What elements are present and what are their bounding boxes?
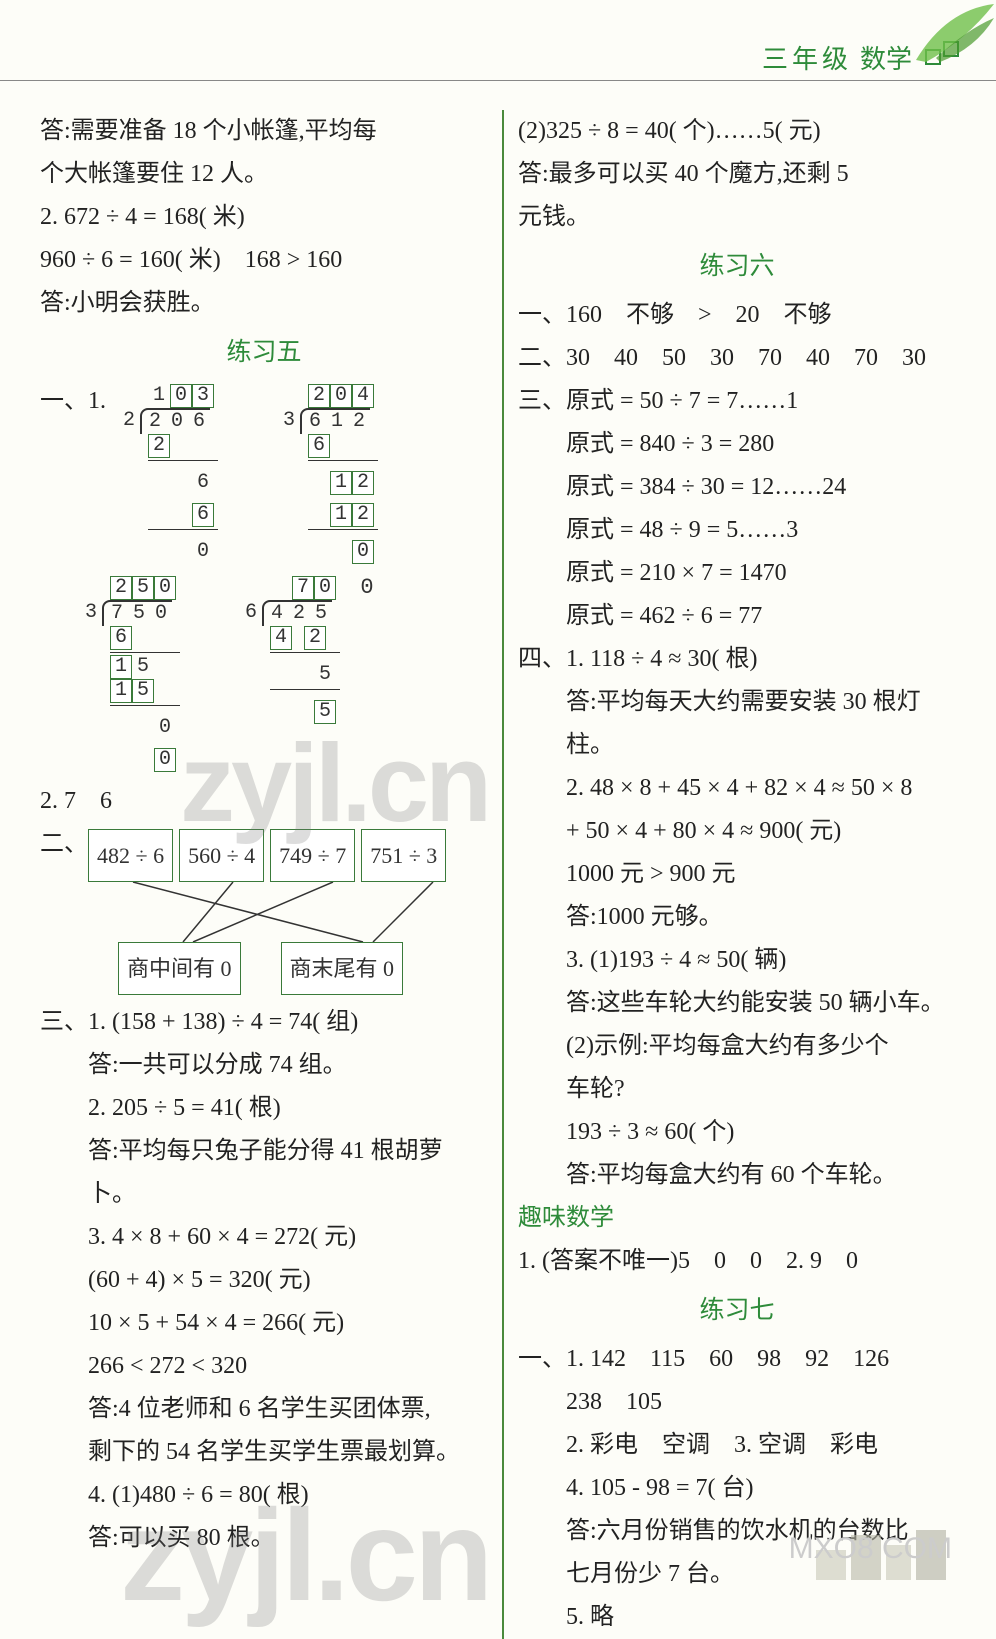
text-line: 答:平均每盒大约有 60 个车轮。 (518, 1154, 956, 1197)
text-line: 答:一共可以分成 74 组。 (40, 1044, 488, 1087)
text-line: 2. 彩电 空调 3. 空调 彩电 (518, 1424, 956, 1467)
ex5-q2: 2. 7 6 (40, 780, 488, 823)
text-line: 2. 672 ÷ 4 = 168( 米) (40, 196, 488, 239)
text-line: 1. (答案不唯一)5 0 0 2. 9 0 (518, 1240, 956, 1283)
text-line: (2)325 ÷ 8 = 40( 个)……5( 元) (518, 110, 956, 153)
text-line: 193 ÷ 3 ≈ 60( 个) (518, 1111, 956, 1154)
text-line: 元钱。 (518, 196, 956, 239)
text-line: (60 + 4) × 5 = 320( 元) (40, 1259, 488, 1302)
text-line: 266 < 272 < 320 (40, 1345, 488, 1388)
left-column: 答:需要准备 18 个小帐篷,平均每 个大帐篷要住 12 人。 2. 672 ÷… (40, 110, 488, 1639)
leaf-icon (876, 0, 996, 70)
text-line: 剩下的 54 名学生买学生票最划算。 (40, 1431, 488, 1474)
s2-label: 二、 (40, 823, 88, 1001)
text-line: 一、1. 142 115 60 98 92 126 (518, 1338, 956, 1381)
text-line: 10 × 5 + 54 × 4 = 266( 元) (40, 1302, 488, 1345)
text-line: 三、原式 = 50 ÷ 7 = 7……1 (518, 380, 956, 423)
text-line: 原式 = 210 × 7 = 1470 (518, 552, 956, 595)
text-line: 答:小明会获胜。 (40, 282, 488, 325)
text-line: 答:需要准备 18 个小帐篷,平均每 (40, 110, 488, 153)
match-top-3: 751 ÷ 3 (361, 829, 446, 882)
text-line: 答:1000 元够。 (518, 896, 956, 939)
column-divider (502, 110, 504, 1639)
text-line: 3. (1)193 ÷ 4 ≈ 50( 辆) (518, 939, 956, 982)
exercise5-title: 练习五 (40, 331, 488, 374)
text-line: 一、160 不够 > 20 不够 (518, 294, 956, 337)
text-line: 原式 = 462 ÷ 6 = 77 (518, 595, 956, 638)
match-top-0: 482 ÷ 6 (88, 829, 173, 882)
longdiv-c: 2 5 0 3 7 5 0 6 15 15 (80, 576, 180, 772)
text-line: 4. (1)480 ÷ 6 = 80( 根) (40, 1474, 488, 1517)
match-top-1: 560 ÷ 4 (179, 829, 264, 882)
match-bot-0: 商中间有 0 (118, 942, 241, 995)
content-columns: 答:需要准备 18 个小帐篷,平均每 个大帐篷要住 12 人。 2. 672 ÷… (40, 110, 956, 1639)
match-bot-1: 商末尾有 0 (281, 942, 404, 995)
text-line: 答:可以买 80 根。 (40, 1517, 488, 1560)
text-line: 2. 205 ÷ 5 = 41( 根) (40, 1087, 488, 1130)
text-line: 原式 = 384 ÷ 30 = 12……24 (518, 466, 956, 509)
text-line: 960 ÷ 6 = 160( 米) 168 > 160 (40, 239, 488, 282)
text-line: 三、1. (158 + 138) ÷ 4 = 74( 组) (40, 1001, 488, 1044)
text-line: 238 105 (518, 1381, 956, 1424)
longdiv-b: 2 0 4 3 6 1 2 6 12 (278, 384, 378, 564)
match-lines-svg (88, 882, 488, 942)
grade-label: 三年级 (762, 39, 852, 76)
text-line: 二、30 40 50 30 70 40 70 30 (518, 337, 956, 380)
text-line: 1000 元 > 900 元 (518, 853, 956, 896)
text-line: 个大帐篷要住 12 人。 (40, 153, 488, 196)
text-line: 3. 4 × 8 + 60 × 4 = 272( 元) (40, 1216, 488, 1259)
text-line: 车轮? (518, 1068, 956, 1111)
match-top-2: 749 ÷ 7 (270, 829, 355, 882)
corner-brand: MXO8 COM (789, 1532, 952, 1566)
matching-diagram: 482 ÷ 6 560 ÷ 4 749 ÷ 7 751 ÷ 3 商中间有 0 商… (88, 829, 488, 995)
text-line: 原式 = 840 ÷ 3 = 280 (518, 423, 956, 466)
text-line: (2)示例:平均每盒大约有多少个 (518, 1025, 956, 1068)
exercise6-title: 练习六 (518, 245, 956, 288)
right-column: (2)325 ÷ 8 = 40( 个)……5( 元) 答:最多可以买 40 个魔… (518, 110, 956, 1639)
text-line: 四、1. 118 ÷ 4 ≈ 30( 根) (518, 638, 956, 681)
longdiv-a: 1 0 3 2 2 0 6 2 6 (118, 384, 218, 564)
text-line: 2. 48 × 8 + 45 × 4 + 82 × 4 ≈ 50 × 8 (518, 767, 956, 810)
exercise7-title: 练习七 (518, 1289, 956, 1332)
text-line: 答:这些车轮大约能安装 50 辆小车。 (518, 982, 956, 1025)
header-rule (0, 80, 996, 81)
text-line: 答:平均每天大约需要安装 30 根灯柱。 (518, 681, 956, 767)
fun-math-title: 趣味数学 (518, 1197, 956, 1240)
text-line: 原式 = 48 ÷ 9 = 5……3 (518, 509, 956, 552)
q1-label: 一、1. (40, 380, 106, 423)
text-line: 5. 略 (518, 1596, 956, 1639)
longdiv-d: 7 0 0 6 4 2 5 4 2 5 (240, 576, 378, 772)
text-line: 答:最多可以买 40 个魔方,还剩 5 (518, 153, 956, 196)
text-line: 答:平均每只兔子能分得 41 根胡萝卜。 (40, 1130, 488, 1216)
text-line: + 50 × 4 + 80 × 4 ≈ 900( 元) (518, 810, 956, 853)
text-line: 答:4 位老师和 6 名学生买团体票, (40, 1388, 488, 1431)
